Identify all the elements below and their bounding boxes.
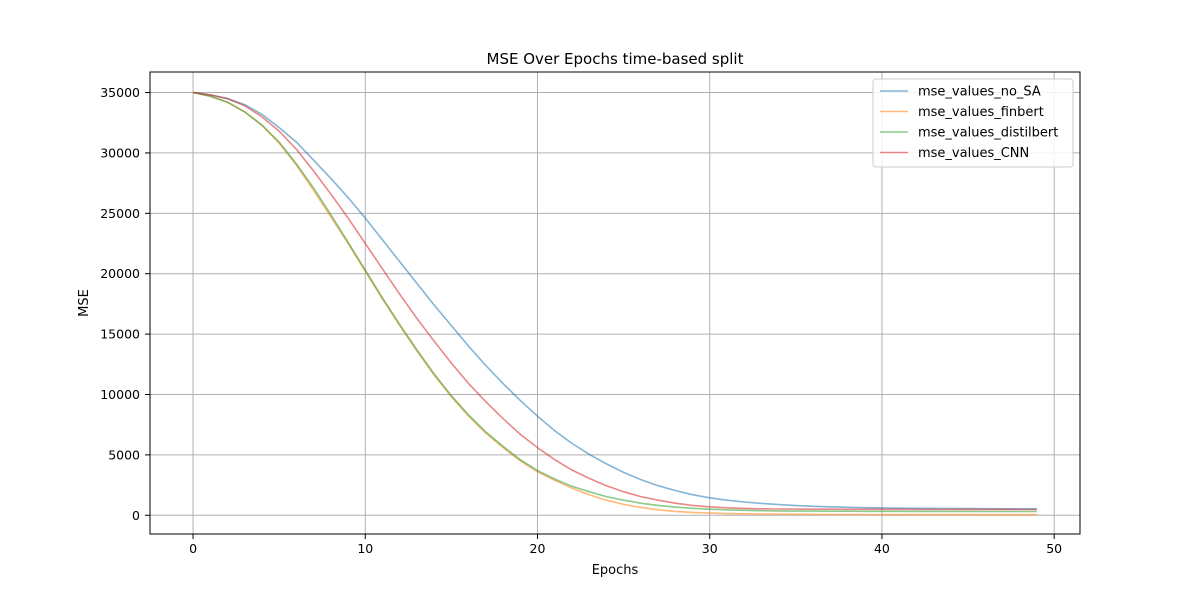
x-tick-label: 20 <box>530 541 546 556</box>
series-line-mse_values_CNN <box>192 91 1037 511</box>
series-line-mse_values_distilbert <box>192 91 1037 513</box>
y-tick-label: 5000 <box>108 447 140 462</box>
y-tick-label: 0 <box>132 508 140 523</box>
y-tick-label: 15000 <box>100 327 140 342</box>
legend-label: mse_values_finbert <box>918 105 1044 120</box>
y-tick-label: 10000 <box>100 387 140 402</box>
plot-area-frame <box>149 71 1081 535</box>
x-axis-label: Epochs <box>592 563 639 578</box>
x-tick-label: 10 <box>357 541 373 556</box>
series-line-mse_values_finbert <box>192 91 1037 516</box>
legend-label: mse_values_no_SA <box>918 85 1041 100</box>
x-tick-label: 30 <box>702 541 718 556</box>
series-line-mse_values_no_SA <box>192 91 1037 510</box>
x-tick-label: 50 <box>1046 541 1062 556</box>
y-tick-label: 35000 <box>100 85 140 100</box>
y-axis-label: MSE <box>77 289 92 317</box>
legend-frame <box>872 78 1074 168</box>
y-tick-label: 20000 <box>100 266 140 281</box>
y-tick-label: 25000 <box>100 206 140 221</box>
y-tick-label: 30000 <box>100 145 140 160</box>
legend-label: mse_values_distilbert <box>918 126 1058 141</box>
x-tick-label: 40 <box>874 541 890 556</box>
legend-label: mse_values_CNN <box>918 146 1029 161</box>
series-lines <box>192 91 1037 516</box>
x-tick-label: 0 <box>189 541 197 556</box>
legend: mse_values_no_SA mse_values_finbert mse_va… <box>872 78 1074 168</box>
chart-title: MSE Over Epochs time-based split <box>487 50 744 68</box>
axis-ticks: 0 10 20 30 40 50 0 5000 10000 15000 20000 25000 3000… <box>100 85 1062 556</box>
